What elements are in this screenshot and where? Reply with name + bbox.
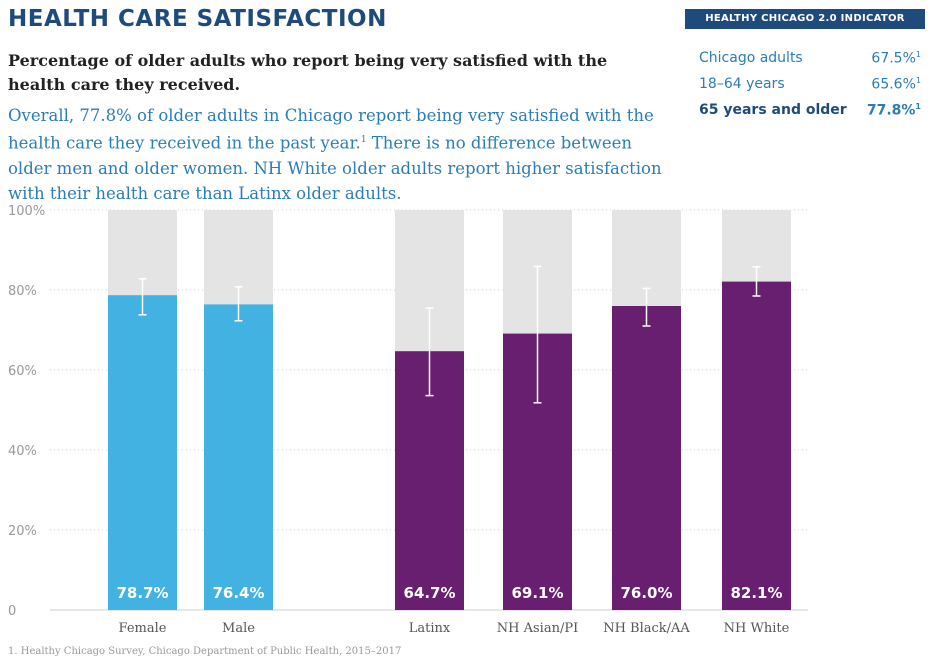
indicator-value: 65.6%1 xyxy=(871,76,921,93)
x-category-label: NH Black/AA xyxy=(603,621,690,636)
bar xyxy=(204,304,273,610)
indicator-value: 77.8%1 xyxy=(866,102,921,119)
y-tick-label: 20% xyxy=(8,524,37,539)
description-text: Overall, 77.8% of older adults in Chicag… xyxy=(8,106,654,153)
y-tick-label: 100% xyxy=(8,204,45,219)
x-category-label: Latinx xyxy=(409,621,451,636)
bar-value-label: 76.0% xyxy=(620,584,672,602)
bar-value-label: 76.4% xyxy=(212,584,264,602)
bar-chart: 0 20% 40% 60% 80% 100% 78.7% Female 76.4% Male 64.… xyxy=(8,204,808,636)
indicator-badge: HEALTHY CHICAGO 2.0 INDICATOR xyxy=(685,9,925,29)
indicator-chicago-adults: Chicago adults 67.5%1 xyxy=(699,50,921,72)
footnote: 1. Healthy Chicago Survey, Chicago Depar… xyxy=(8,646,402,657)
x-category-label: Female xyxy=(119,621,167,636)
indicator-value: 67.5%1 xyxy=(871,50,921,67)
bar xyxy=(108,295,177,610)
chart-subtitle: Percentage of older adults who report be… xyxy=(8,51,608,94)
bar-value-label: 82.1% xyxy=(730,584,782,602)
bar-value-label: 78.7% xyxy=(116,584,168,602)
bar xyxy=(722,281,791,610)
bar-value-label: 69.1% xyxy=(511,584,563,602)
indicator-label: Chicago adults xyxy=(699,50,803,66)
x-category-label: Male xyxy=(222,621,255,636)
indicator-footnote-marker: 1 xyxy=(915,76,921,85)
indicator-18-64: 18–64 years 65.6%1 xyxy=(699,76,921,98)
description-text-continued: There is no difference between older men… xyxy=(8,133,662,203)
indicator-label: 18–64 years xyxy=(699,76,785,92)
x-category-label: NH Asian/PI xyxy=(497,621,578,636)
y-tick-label: 60% xyxy=(8,364,37,379)
x-category-label: NH White xyxy=(724,621,790,636)
y-tick-label: 0 xyxy=(8,604,16,619)
indicator-label: 65 years and older xyxy=(699,102,847,118)
bar xyxy=(612,306,681,610)
bar-value-label: 64.7% xyxy=(403,584,455,602)
chart-title: HEALTH CARE SATISFACTION xyxy=(8,6,387,32)
indicator-footnote-marker: 1 xyxy=(915,102,921,111)
y-tick-label: 40% xyxy=(8,444,37,459)
indicator-footnote-marker: 1 xyxy=(915,50,921,59)
description: Overall, 77.8% of older adults in Chicag… xyxy=(8,103,668,206)
indicator-65-plus: 65 years and older 77.8%1 xyxy=(699,102,921,124)
description-footnote-marker: 1 xyxy=(360,135,367,145)
y-tick-label: 80% xyxy=(8,284,37,299)
